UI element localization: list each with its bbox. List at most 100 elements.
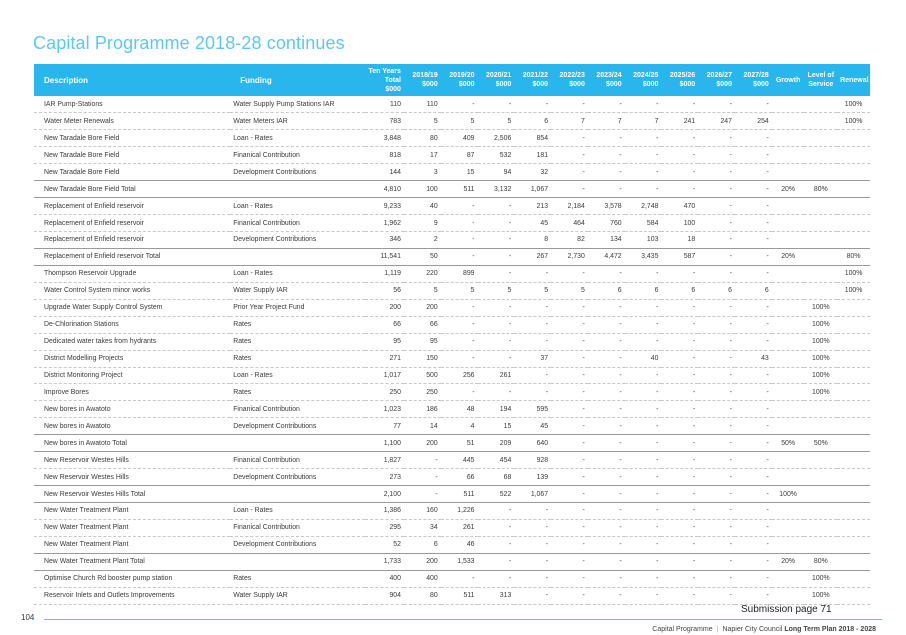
cell-year-10: -: [734, 299, 772, 317]
cell-description: Water Control System minor works: [34, 282, 231, 300]
cell-year-1: 220: [403, 265, 441, 283]
header-year-2: 2019/20 $000: [440, 64, 478, 96]
cell-year-1: 186: [403, 400, 441, 419]
cell-year-1: 110: [403, 96, 441, 114]
cell-description: New bores in Awatoto Total: [34, 434, 231, 453]
cell-year-7: -: [624, 451, 662, 470]
table-total-row: Replacement of Enfield reservoir Total 11…: [34, 247, 870, 266]
cell-year-6: -: [587, 316, 625, 334]
cell-ten-year-total: 4,810: [365, 180, 404, 199]
cell-ten-year-total: 1,100: [365, 434, 404, 453]
table-row: Water Meter Renewals Water Meters IAR 783 5…: [34, 112, 870, 131]
cell-growth: [771, 417, 805, 436]
cell-year-7: -: [624, 502, 662, 520]
cell-level-of-service: [804, 451, 838, 470]
cell-year-1: -: [403, 468, 441, 487]
cell-year-4: 1,067: [514, 485, 552, 503]
cell-year-10: -: [734, 129, 772, 148]
cell-year-9: -: [698, 146, 735, 165]
cell-year-4: 32: [514, 163, 552, 182]
cell-year-8: -: [661, 519, 699, 537]
cell-year-9: -: [698, 265, 735, 283]
cell-ten-year-total: 110: [365, 96, 404, 114]
cell-year-6: -: [587, 570, 625, 588]
cell-level-of-service: 50%: [804, 434, 838, 453]
cell-renewal: [837, 485, 870, 503]
cell-year-10: -: [734, 468, 772, 487]
cell-ten-year-total: 1,386: [365, 502, 404, 520]
cell-year-3: 194: [477, 400, 515, 419]
cell-ten-year-total: 200: [365, 299, 404, 317]
cell-year-7: -: [624, 333, 662, 351]
cell-year-3: -: [477, 570, 515, 588]
cell-year-3: -: [477, 96, 515, 114]
cell-year-6: 134: [587, 231, 625, 249]
cell-year-10: -: [734, 519, 772, 537]
cell-year-9: -: [698, 316, 735, 334]
cell-year-1: 17: [403, 146, 441, 165]
cell-growth: 20%: [771, 247, 805, 266]
cell-ten-year-total: 2,100: [365, 485, 404, 503]
cell-renewal: [837, 333, 870, 351]
cell-description: New Water Treatment Plant: [34, 519, 231, 537]
cell-ten-year-total: 1,733: [365, 552, 404, 571]
cell-year-1: 34: [403, 519, 441, 537]
cell-year-1: 50: [403, 247, 441, 266]
cell-description: Thompson Reservoir Upgrade: [34, 265, 231, 283]
cell-year-2: 4: [440, 417, 478, 436]
cell-year-7: -: [624, 519, 662, 537]
cell-year-2: -: [440, 231, 478, 249]
cell-description: Replacement of Enfield reservoir: [34, 231, 231, 249]
cell-year-9: -: [698, 247, 735, 266]
cell-year-3: 2,506: [477, 129, 515, 148]
cell-year-10: 6: [734, 282, 772, 300]
cell-year-1: 5: [403, 112, 441, 131]
cell-ten-year-total: 818: [365, 146, 404, 165]
cell-year-1: 200: [403, 552, 441, 571]
table-row: Thompson Reservoir Upgrade Loan - Rates 1,…: [34, 265, 870, 283]
table-row: New Taradale Bore Field Finanical Contrib…: [34, 146, 870, 165]
cell-renewal: [837, 163, 870, 182]
cell-year-9: -: [698, 350, 735, 368]
cell-year-3: 3,132: [477, 180, 515, 199]
cell-year-8: -: [661, 96, 699, 114]
cell-renewal: [837, 519, 870, 537]
cell-year-8: 18: [661, 231, 699, 249]
cell-year-8: 587: [661, 247, 699, 266]
cell-year-10: -: [734, 400, 772, 419]
cell-description: Replacement of Enfield reservoir: [34, 197, 231, 216]
table-body: IAR Pump-Stations Water Supply Pump Stati…: [34, 96, 870, 605]
cell-year-4: -: [514, 519, 552, 537]
cell-year-2: 5: [440, 282, 478, 300]
cell-growth: [771, 197, 805, 216]
cell-year-8: -: [661, 400, 699, 419]
cell-year-7: -: [624, 468, 662, 487]
cell-year-6: 6: [587, 282, 625, 300]
cell-year-4: -: [514, 367, 552, 385]
cell-year-10: 43: [734, 350, 772, 368]
cell-growth: [771, 112, 805, 131]
table-row: Replacement of Enfield reservoir Finanica…: [34, 214, 870, 232]
cell-renewal: [837, 367, 870, 385]
cell-funding: Finanical Contribution: [230, 451, 366, 470]
cell-year-6: -: [587, 96, 625, 114]
header-description: Description: [34, 64, 231, 96]
cell-year-2: 261: [440, 519, 478, 537]
cell-funding: Development Contributions: [230, 231, 366, 249]
table-row: Reservoir Inlets and Outlets Improvement…: [34, 587, 870, 605]
cell-growth: [771, 231, 805, 249]
cell-renewal: [837, 383, 870, 402]
cell-year-10: -: [734, 163, 772, 182]
cell-year-4: -: [514, 570, 552, 588]
cell-year-5: -: [551, 333, 588, 351]
cell-growth: [771, 146, 805, 165]
cell-level-of-service: [804, 502, 838, 520]
cell-growth: [771, 129, 805, 148]
cell-year-3: -: [477, 350, 515, 368]
table-total-row: New Water Treatment Plant Total 1,733 200 1…: [34, 552, 870, 571]
cell-year-6: -: [587, 265, 625, 283]
header-year-7: 2024/25 $000: [624, 64, 662, 96]
cell-year-10: -: [734, 552, 772, 571]
cell-year-2: -: [440, 316, 478, 334]
cell-year-8: 241: [661, 112, 699, 131]
